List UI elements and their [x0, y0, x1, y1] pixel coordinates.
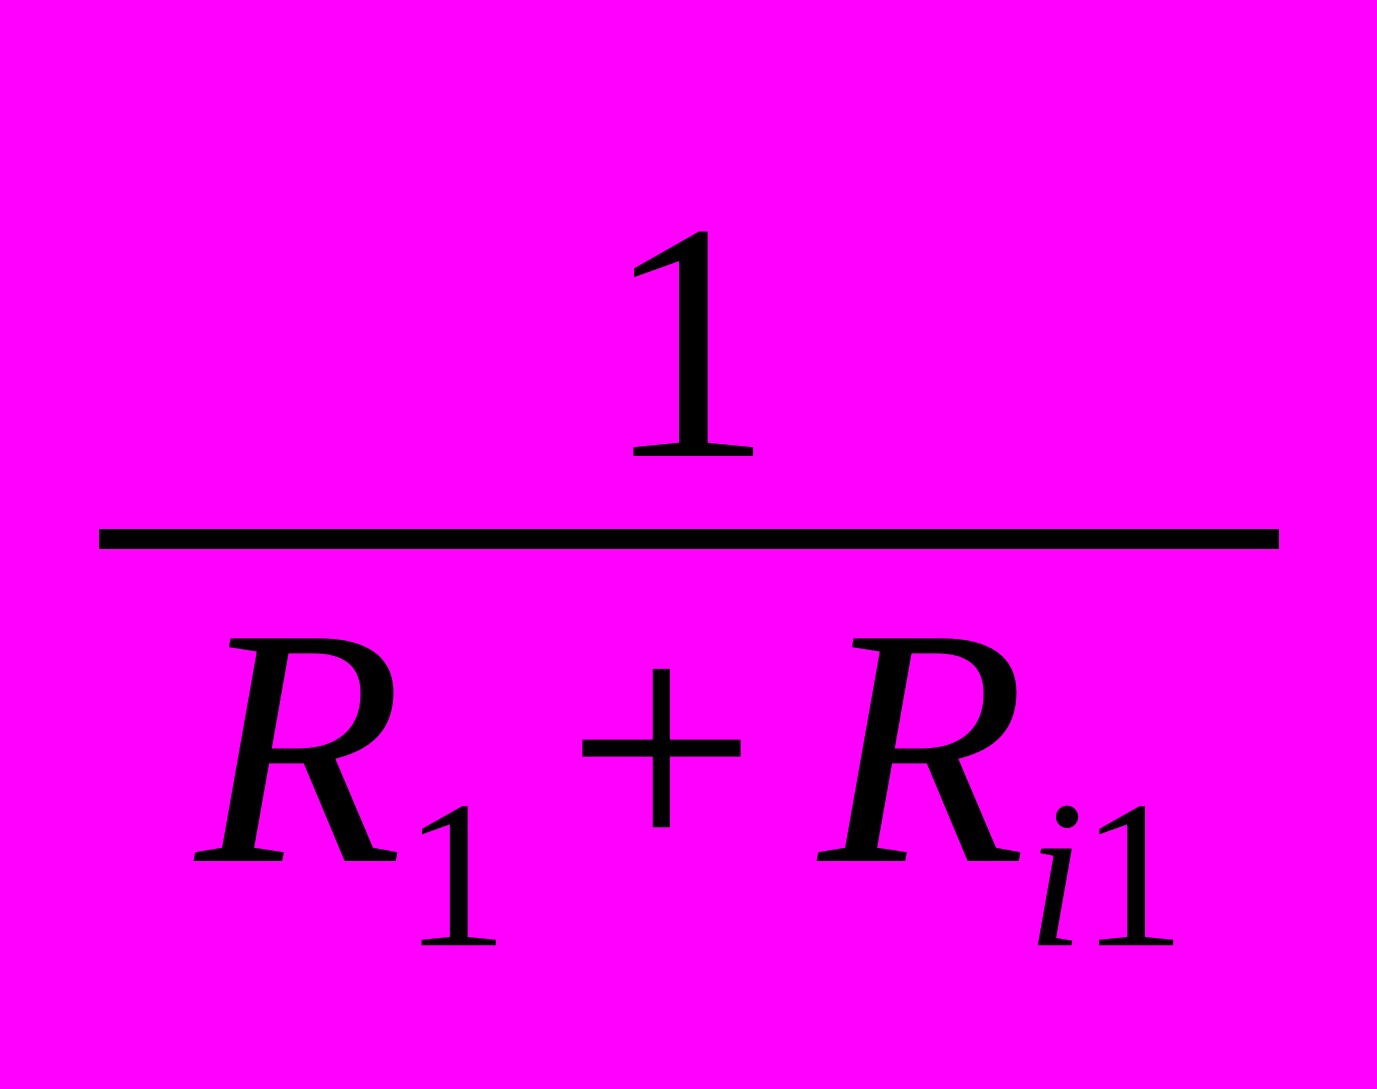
fraction-formula: 1 R 1 + R i1	[99, 172, 1279, 916]
plus-operator: +	[504, 577, 818, 917]
term-ri1-base: R	[818, 577, 1026, 917]
term-r1: R 1	[195, 577, 504, 917]
term-ri1: R i1	[818, 577, 1181, 917]
term-r1-subscript: 1	[403, 769, 504, 980]
term-ri1-sub-i: i	[1026, 757, 1080, 991]
fraction-denominator: R 1 + R i1	[195, 549, 1181, 916]
term-ri1-subscript: i1	[1026, 769, 1182, 980]
fraction-bar	[99, 529, 1279, 549]
term-r1-base: R	[195, 577, 403, 917]
fraction-numerator: 1	[604, 172, 774, 529]
numerator-value: 1	[604, 172, 774, 512]
term-ri1-sub-1: 1	[1080, 757, 1181, 991]
